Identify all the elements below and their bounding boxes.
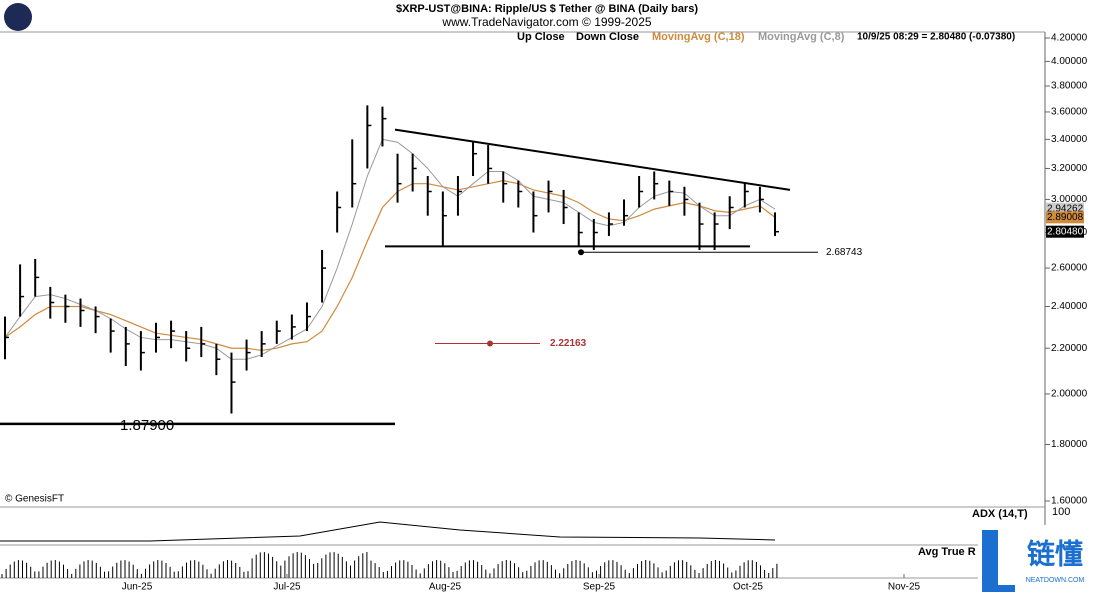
- level-dot: [487, 340, 493, 347]
- y-tick-label: 3.40000: [1051, 134, 1088, 145]
- y-tick-label: 3.80000: [1051, 81, 1088, 92]
- panel-label: Avg True R: [918, 546, 976, 558]
- last-value-box: [1046, 225, 1084, 238]
- y-tick-label: 3.00000: [1051, 194, 1088, 205]
- logo-mark: [982, 530, 1015, 592]
- chart-title: $XRP-UST@BINA: Ripple/US $ Tether @ BINA…: [396, 3, 698, 15]
- logo-text: 链懂: [1027, 538, 1083, 569]
- y-tick-label: 2.20000: [1051, 343, 1088, 354]
- y-tick-label: 1.60000: [1051, 496, 1088, 507]
- status: 10/9/25 08:29 = 2.80480 (-0.07380): [857, 32, 1015, 43]
- x-tick-label: Jul-25: [273, 582, 301, 593]
- trendline: [394, 128, 791, 191]
- y-tick-label: 2.40000: [1051, 301, 1088, 312]
- y-tick-label: 2.60000: [1051, 263, 1088, 274]
- y-tick-label: 4.00000: [1051, 56, 1088, 67]
- legend-entry: Down Close: [576, 31, 639, 43]
- legend-entry: MovingAvg (C,8): [758, 31, 845, 43]
- x-tick-label: Sep-25: [583, 582, 616, 593]
- panel-label: ADX (14,T): [972, 508, 1028, 520]
- x-tick-label: Nov-25: [888, 582, 921, 593]
- last-value-label: 2.89008: [1047, 212, 1084, 223]
- x-tick-label: Oct-25: [733, 582, 763, 593]
- x-tick-label: Jun-25: [122, 582, 153, 593]
- panel-label: 100: [1052, 506, 1070, 518]
- level-dot: [578, 249, 584, 256]
- app-icon: [4, 3, 32, 31]
- logo-sub: NEATDOWN.COM: [1026, 577, 1085, 584]
- y-tick-label: 2.00000: [1051, 389, 1088, 400]
- last-value-label: 2.80480: [1047, 226, 1084, 237]
- y-tick-label: 3.20000: [1051, 163, 1088, 174]
- y-tick-label: 3.60000: [1051, 107, 1088, 118]
- level-label: 1.87900: [120, 417, 174, 434]
- y-tick-label: 1.80000: [1051, 439, 1088, 450]
- moving-average: [4, 138, 776, 360]
- copyright: © GenesisFT: [5, 494, 64, 505]
- level-label: 2.22163: [550, 338, 587, 349]
- y-tick-label: 4.20000: [1051, 33, 1088, 44]
- level-label: 2.68743: [826, 247, 863, 258]
- legend-entry: Up Close: [517, 31, 565, 43]
- x-tick-label: Aug-25: [429, 582, 462, 593]
- last-value-label: 2.94262: [1047, 203, 1084, 214]
- last-value-box: [1046, 211, 1084, 224]
- legend-entry: MovingAvg (C,18): [652, 31, 745, 43]
- chart-subtitle: www.TradeNavigator.com © 1999-2025: [441, 15, 651, 29]
- adx-line: [0, 521, 776, 542]
- moving-average: [4, 179, 776, 352]
